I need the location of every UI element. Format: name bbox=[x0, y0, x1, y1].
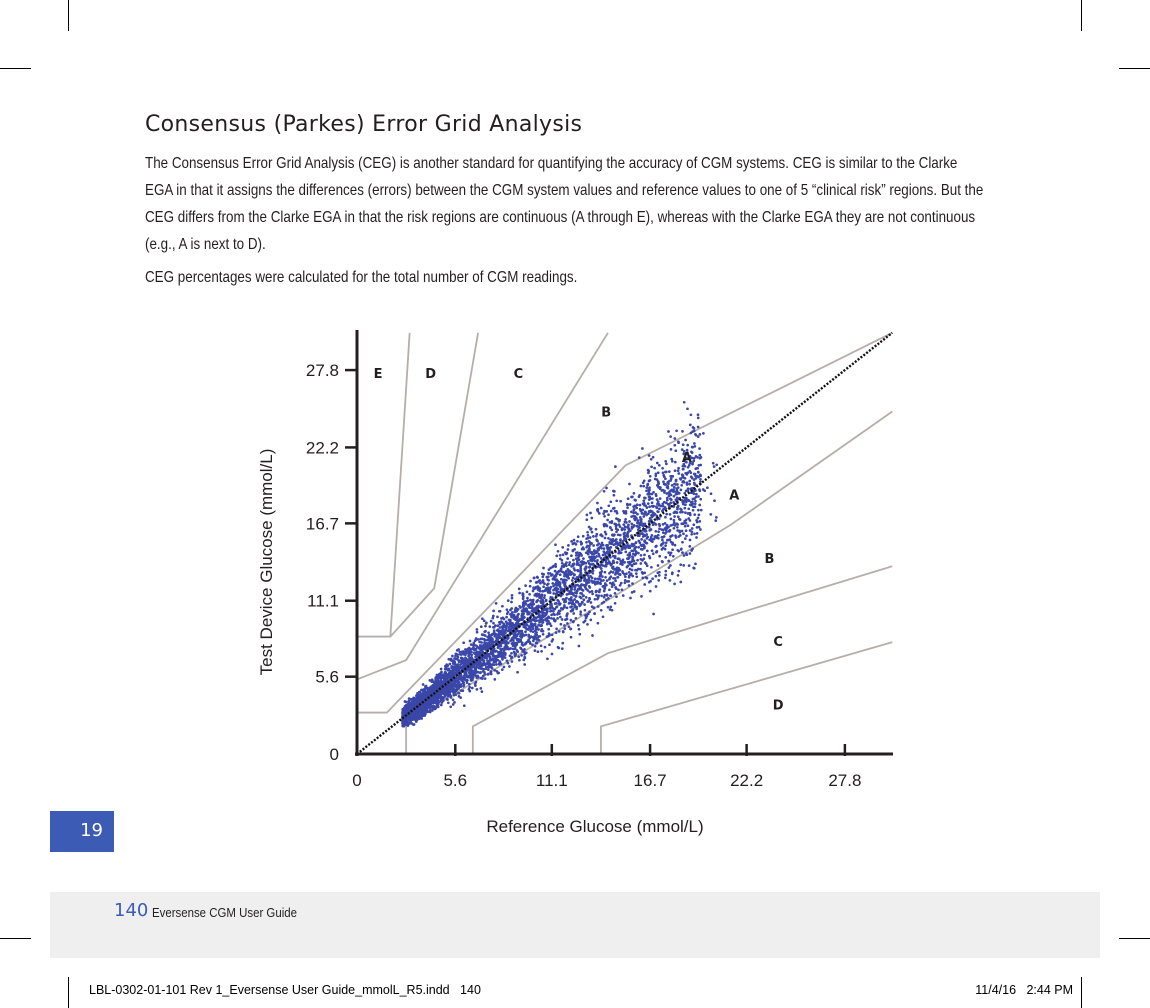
x-tick-label: 11.1 bbox=[536, 771, 568, 790]
region-label-b: B bbox=[764, 552, 774, 567]
region-label-c: C bbox=[773, 635, 783, 650]
crop-mark bbox=[68, 0, 69, 31]
crop-mark bbox=[1081, 977, 1082, 1008]
x-ticks: 0 5.6 11.1 16.7 22.2 27.8 bbox=[352, 744, 861, 790]
y-tick-label: 0 bbox=[330, 745, 339, 764]
crop-mark bbox=[68, 977, 69, 1008]
axes bbox=[355, 330, 893, 756]
zone-boundary-line bbox=[471, 565, 893, 754]
note-paragraph: CEG percentages were calculated for the … bbox=[145, 269, 578, 286]
x-tick-label: 22.2 bbox=[730, 771, 763, 790]
x-tick-label: 0 bbox=[352, 771, 361, 790]
region-label-d: D bbox=[425, 367, 436, 382]
y-axis-title: Test Device Glucose (mmol/L) bbox=[257, 449, 276, 676]
footer-bar bbox=[50, 892, 1100, 958]
zone-boundary-line bbox=[356, 332, 609, 681]
slug-filename: LBL-0302-01-101 Rev 1_Eversense User Gui… bbox=[89, 983, 481, 997]
crop-mark bbox=[0, 68, 31, 69]
y-ticks: 0 5.6 11.1 16.7 22.2 27.8 bbox=[306, 361, 358, 764]
x-tick-label: 16.7 bbox=[634, 771, 667, 790]
crop-mark bbox=[1081, 0, 1082, 31]
x-tick-label: 27.8 bbox=[828, 771, 861, 790]
page-number: 140 bbox=[114, 900, 149, 921]
region-label-b: B bbox=[601, 406, 611, 421]
region-label-a: A bbox=[682, 451, 692, 466]
y-tick-label: 16.7 bbox=[306, 514, 339, 533]
region-labels: E D C B A A B C D bbox=[374, 367, 784, 713]
page-title: Consensus (Parkes) Error Grid Analysis bbox=[145, 112, 583, 137]
region-label-d: D bbox=[773, 698, 784, 713]
region-label-e: E bbox=[374, 367, 383, 382]
crop-mark bbox=[0, 938, 31, 939]
chapter-number: 19 bbox=[80, 820, 103, 841]
slug-datetime: 11/4/16 2:44 PM bbox=[975, 983, 1073, 997]
region-label-c: C bbox=[514, 367, 524, 382]
chapter-tab: 19 bbox=[50, 811, 114, 852]
crop-mark bbox=[1119, 938, 1150, 939]
zone-boundary-line bbox=[357, 332, 411, 638]
y-tick-label: 27.8 bbox=[306, 361, 339, 380]
x-axis-title: Reference Glucose (mmol/L) bbox=[486, 817, 703, 836]
y-tick-label: 22.2 bbox=[306, 438, 339, 457]
guide-title: Eversense CGM User Guide bbox=[152, 905, 297, 920]
region-label-a: A bbox=[729, 488, 739, 503]
identity-line bbox=[356, 331, 894, 755]
zone-boundary-line bbox=[600, 641, 893, 754]
y-tick-label: 11.1 bbox=[307, 592, 339, 611]
crop-mark bbox=[1119, 68, 1150, 69]
intro-paragraph: The Consensus Error Grid Analysis (CEG) … bbox=[145, 155, 984, 253]
zone-boundary-line bbox=[357, 331, 893, 714]
y-tick-label: 5.6 bbox=[315, 668, 339, 687]
x-tick-label: 5.6 bbox=[443, 771, 467, 790]
